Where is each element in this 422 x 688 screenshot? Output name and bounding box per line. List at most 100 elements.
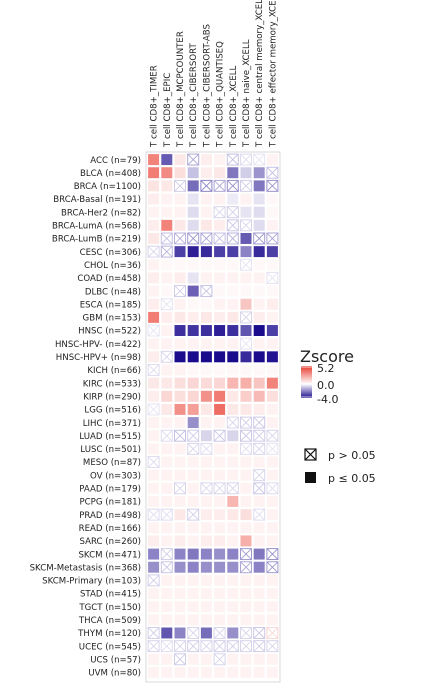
heatmap-cell	[253, 469, 266, 482]
heatmap-cell	[214, 469, 226, 481]
heatmap-cell	[266, 271, 279, 284]
heatmap-cell	[253, 193, 265, 205]
heatmap-cell	[253, 561, 265, 573]
heatmap-cell	[240, 272, 252, 284]
heatmap-cell	[160, 561, 173, 574]
heatmap-cell	[187, 364, 199, 376]
heatmap-cell	[227, 390, 239, 402]
heatmap-cell	[174, 246, 186, 258]
heatmap-cell	[266, 535, 278, 547]
heatmap-cell	[148, 193, 160, 205]
legend-label-min: -4.0	[317, 393, 338, 406]
heatmap-cell	[148, 180, 160, 192]
heatmap-cell	[161, 614, 173, 626]
heatmap-cell	[187, 561, 199, 573]
heatmap-cell	[253, 627, 266, 639]
heatmap-cell	[240, 561, 252, 574]
heatmap-cell	[161, 469, 173, 481]
heatmap-cell	[200, 232, 213, 245]
heatmap-cell	[253, 390, 265, 402]
heatmap-cell	[187, 548, 199, 560]
row-label: THYM (n=120)	[77, 629, 141, 639]
heatmap-cell	[214, 272, 226, 284]
row-label: COAD (n=458)	[77, 274, 141, 284]
heatmap-cell	[253, 325, 265, 336]
heatmap-cell	[214, 154, 226, 166]
heatmap-cell	[253, 351, 265, 363]
heatmap-cell	[187, 325, 199, 336]
heatmap-cell	[240, 219, 252, 232]
heatmap-cell	[200, 338, 212, 350]
heatmap-cell	[161, 417, 173, 429]
heatmap-cell	[200, 272, 212, 284]
heatmap-cell	[187, 298, 199, 310]
heatmap-cell	[253, 614, 265, 626]
heatmap-cell	[200, 154, 212, 166]
row-label: ESCA (n=185)	[80, 300, 141, 310]
column-label: T cell CD8+_EPIC	[163, 73, 173, 148]
heatmap-cell	[266, 364, 278, 376]
heatmap-cell	[253, 298, 265, 310]
heatmap-cell	[226, 219, 239, 232]
heatmap-cell	[214, 364, 226, 376]
row-label: LIHC (n=371)	[83, 419, 141, 429]
heatmap-cell	[200, 442, 213, 455]
heatmap-cell	[200, 561, 212, 573]
heatmap-cell	[147, 574, 160, 587]
heatmap-cell	[214, 390, 226, 402]
row-label: SKCM-Primary (n=103)	[42, 577, 141, 587]
heatmap-cell	[200, 364, 212, 376]
heatmap-cell	[174, 219, 186, 231]
heatmap-cell	[160, 350, 173, 363]
row-label: KICH (n=66)	[87, 366, 141, 376]
heatmap-cell	[214, 496, 226, 507]
heatmap-cell	[240, 640, 252, 653]
heatmap-cell	[161, 206, 173, 218]
heatmap-cell	[214, 417, 226, 429]
column-label: T cell CD8+_XCELL	[229, 65, 239, 148]
heatmap-cell	[266, 206, 278, 218]
heatmap-cell	[240, 179, 252, 192]
heatmap-cell	[253, 167, 265, 179]
heatmap-cell	[147, 403, 160, 416]
heatmap-cell	[240, 377, 252, 389]
heatmap-cell	[200, 259, 212, 271]
heatmap-cell	[266, 601, 278, 613]
heatmap-cell	[253, 601, 265, 613]
heatmap-panel	[145, 151, 281, 683]
heatmap-cell	[214, 456, 226, 468]
row-label: GBM (n=153)	[83, 314, 141, 324]
heatmap-cell	[214, 548, 226, 560]
heatmap-cell	[227, 574, 239, 586]
heatmap-cell	[200, 206, 212, 218]
row-label: PCPG (n=181)	[79, 498, 141, 508]
heatmap-cell	[174, 351, 186, 363]
legend-label-mid: 0.0	[317, 379, 335, 392]
heatmap-cell	[148, 443, 160, 455]
column-label: T cell CD8+_CIBERSORT-ABS	[202, 24, 212, 148]
row-label: CESC (n=306)	[80, 248, 141, 258]
heatmap-cell	[266, 509, 278, 521]
heatmap-cell	[226, 232, 239, 245]
heatmap-cell	[187, 429, 200, 442]
heatmap-cell	[200, 627, 212, 639]
heatmap-cell	[161, 443, 173, 455]
heatmap-cell	[148, 666, 160, 678]
heatmap-cell	[253, 246, 265, 258]
row-label: SKCM-Metastasis (n=368)	[30, 563, 141, 573]
heatmap-cell	[240, 653, 252, 665]
heatmap-cell	[148, 233, 160, 244]
heatmap-cell	[253, 522, 265, 534]
heatmap-cell	[253, 377, 265, 389]
heatmap-cell	[200, 548, 212, 560]
row-label: OV (n=303)	[90, 471, 141, 481]
heatmap-cell	[148, 298, 160, 310]
heatmap-cell	[266, 377, 278, 389]
heatmap-cell	[266, 522, 278, 534]
row-label: HNSC-HPV+ (n=98)	[56, 353, 141, 363]
heatmap-cell	[148, 219, 160, 231]
heatmap-cell	[187, 246, 199, 258]
heatmap-cell	[240, 337, 252, 350]
heatmap-cell	[147, 508, 160, 521]
heatmap-cell	[161, 154, 173, 166]
